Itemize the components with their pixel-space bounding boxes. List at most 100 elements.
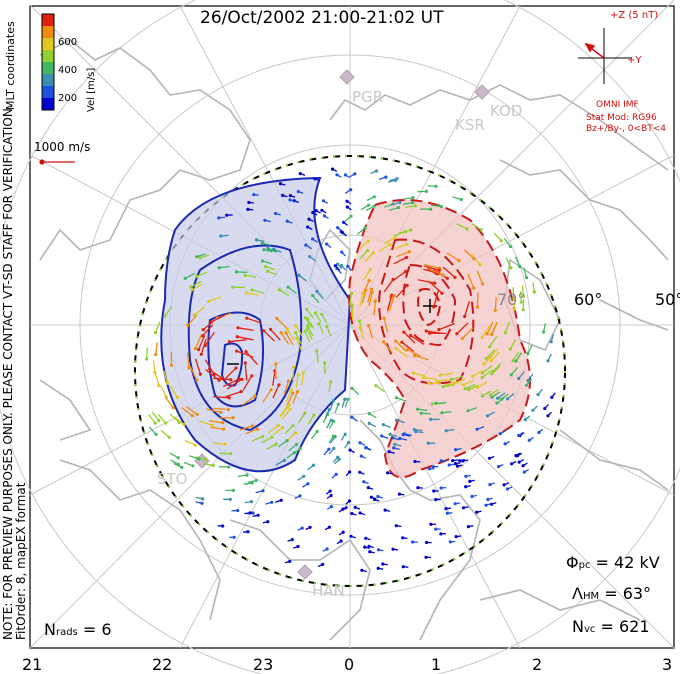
- velocity-vector: [236, 271, 248, 274]
- velocity-vector: [410, 334, 425, 345]
- velocity-vector-origin: [317, 322, 321, 326]
- velocity-vector-origin: [487, 456, 492, 460]
- velocity-vector-origin: [401, 536, 405, 540]
- velocity-vector: [433, 288, 440, 308]
- velocity-vector: [148, 414, 156, 424]
- velocity-vector-origin: [485, 332, 489, 336]
- velocity-vector-origin: [157, 383, 161, 388]
- velocity-vector-origin: [315, 349, 319, 353]
- velocity-vector-origin: [490, 372, 494, 376]
- velocity-vector-origin: [175, 395, 180, 400]
- velocity-vector: [190, 280, 202, 288]
- velocity-vector-origin: [361, 291, 365, 295]
- velocity-vector: [306, 328, 313, 340]
- velocity-vector-origin: [541, 330, 546, 334]
- velocity-vector: [200, 338, 207, 355]
- velocity-vector-origin: [282, 458, 286, 462]
- velocity-vector-origin: [176, 462, 181, 466]
- velocity-vector: [383, 237, 396, 244]
- velocity-vector-origin: [463, 387, 467, 391]
- velocity-vector-origin: [301, 371, 305, 375]
- velocity-vector-origin: [397, 492, 402, 496]
- hm-boundary-dots: [134, 155, 566, 587]
- velocity-vector-origin: [303, 411, 307, 415]
- velocity-vector-origin: [339, 263, 344, 268]
- velocity-vector-origin: [308, 525, 312, 529]
- velocity-vector: [359, 250, 368, 260]
- velocity-vector-origin: [235, 335, 239, 339]
- velocity-vector-origin: [524, 383, 529, 387]
- velocity-vector-origin: [163, 314, 167, 318]
- velocity-vector: [403, 331, 416, 344]
- velocity-vector-origin: [190, 288, 194, 292]
- velocity-vector: [405, 205, 416, 209]
- velocity-vector: [266, 443, 277, 450]
- velocity-vector: [359, 240, 369, 249]
- velocity-vector-origin: [343, 432, 347, 436]
- velocity-vector-origin: [221, 421, 225, 425]
- velocity-vector-origin: [189, 285, 193, 289]
- velocity-vector-origin: [263, 218, 267, 222]
- velocity-vector-origin: [369, 287, 373, 291]
- velocity-vector-origin: [537, 430, 541, 435]
- velocity-vector-origin: [452, 381, 456, 385]
- velocity-vector-origin: [320, 312, 324, 316]
- velocity-vector: [237, 336, 254, 341]
- velocity-vector: [326, 326, 332, 337]
- velocity-vector-origin: [302, 474, 306, 478]
- velocity-vector: [490, 351, 500, 362]
- velocity-vector-origin: [244, 291, 248, 295]
- velocity-vector-origin: [306, 317, 310, 321]
- velocity-vector: [246, 292, 259, 296]
- velocity-vector-origin: [411, 540, 415, 544]
- phi-symbol: Φ: [566, 553, 579, 572]
- velocity-vector: [307, 318, 315, 329]
- velocity-vector-origin: [305, 327, 309, 331]
- velocity-vector-origin: [311, 211, 315, 215]
- velocity-vector-origin: [311, 293, 315, 298]
- velocity-vector: [292, 391, 299, 404]
- velocity-vector-origin: [294, 336, 299, 340]
- velocity-vector: [424, 263, 440, 269]
- velocity-vector-origin: [476, 385, 480, 390]
- velocity-vector-origin: [346, 264, 350, 268]
- velocity-vector-origin: [463, 314, 467, 319]
- velocity-vector-origin: [250, 288, 254, 292]
- velocity-vector-origin: [480, 336, 484, 340]
- velocity-vector-origin: [296, 190, 300, 194]
- velocity-vector: [278, 440, 288, 448]
- velocity-vector-origin: [475, 510, 479, 514]
- velocity-vector: [328, 381, 332, 392]
- velocity-vector-origin: [488, 393, 492, 397]
- latitude-label: 60°: [574, 290, 603, 309]
- velocity-vector-origin: [335, 173, 339, 177]
- velocity-vector-origin: [444, 507, 448, 511]
- velocity-vector-origin: [416, 407, 420, 411]
- velocity-vector-origin: [413, 459, 417, 464]
- velocity-vector-origin: [251, 511, 255, 515]
- velocity-vector-origin: [190, 414, 194, 418]
- velocity-vector-origin: [439, 204, 443, 209]
- velocity-vector-origin: [306, 324, 310, 328]
- velocity-vector: [189, 455, 200, 460]
- velocity-vector-origin: [364, 288, 368, 292]
- velocity-vector-origin: [357, 319, 362, 323]
- velocity-vector-origin: [411, 371, 415, 375]
- velocity-vector: [196, 271, 207, 278]
- velocity-vector: [314, 312, 322, 323]
- colorbar-segment: [42, 62, 54, 75]
- velocity-vector-origin: [398, 200, 402, 204]
- velocity-vector-origin: [281, 193, 285, 197]
- velocity-vector-origin: [455, 332, 459, 336]
- velocity-vector-origin: [234, 366, 238, 370]
- velocity-vector: [145, 347, 148, 360]
- velocity-vector-origin: [234, 270, 239, 274]
- velocity-vector: [237, 327, 254, 332]
- velocity-vector-origin: [165, 381, 170, 385]
- velocity-vector-origin: [434, 184, 438, 188]
- velocity-vector-origin: [231, 285, 235, 289]
- velocity-vector-origin: [153, 421, 157, 425]
- velocity-vector: [316, 350, 320, 363]
- velocity-vector-origin: [517, 460, 521, 464]
- velocity-vector-origin: [306, 225, 310, 229]
